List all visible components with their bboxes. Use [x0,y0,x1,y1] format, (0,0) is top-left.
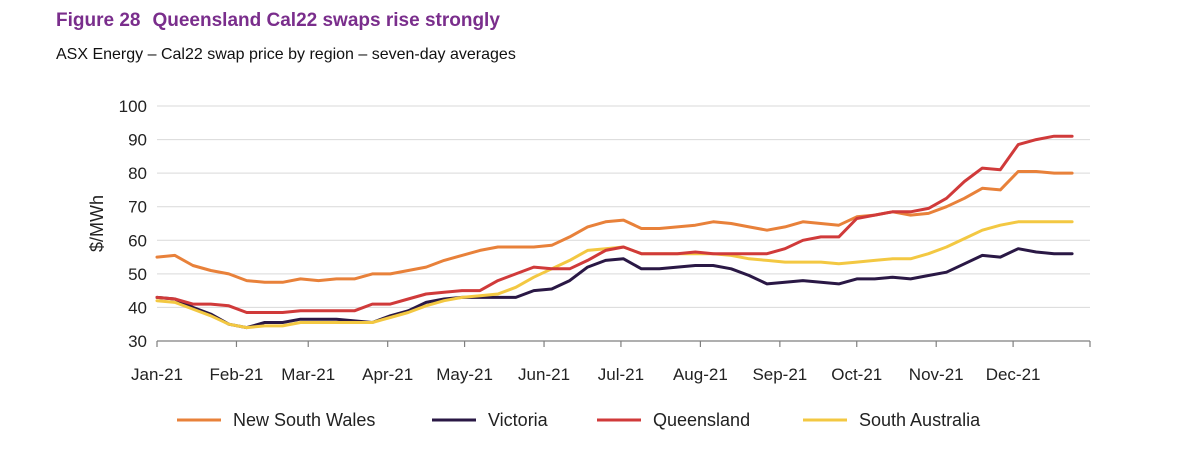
x-tick-label: May-21 [436,365,493,384]
x-tick-label: Feb-21 [210,365,264,384]
y-axis-label: $/MWh [87,195,107,252]
gridlines [157,105,1090,308]
legend: New South Wales Victoria Queensland South A… [177,410,981,430]
x-tick-label: Sep-21 [752,365,807,384]
y-tick-label: 90 [128,131,147,150]
legend-label-south-australia: South Australia [859,410,981,430]
series-lines [155,134,1074,330]
series-line-victoria [155,247,1074,330]
x-tick-label: Jun-21 [518,365,570,384]
x-tick-label: Mar-21 [281,365,335,384]
figure-title-text: Queensland Cal22 swaps rise strongly [152,10,500,31]
x-tick-label: Aug-21 [673,365,728,384]
y-tick-label: 40 [128,298,147,317]
figure-number: Figure 28 [56,10,141,31]
y-tick-label: 70 [128,198,147,217]
figure-title: Figure 28 Queensland Cal22 swaps rise str… [56,10,500,32]
x-tick-label: Nov-21 [909,365,964,384]
y-tick-label: 80 [128,164,147,183]
y-tick-label: 100 [119,97,147,116]
legend-label-new-south-wales: New South Wales [233,410,375,430]
y-tick-label: 60 [128,231,147,250]
figure-subtitle: ASX Energy – Cal22 swap price by region … [56,46,516,63]
legend-label-queensland: Queensland [653,410,750,430]
x-tick-label: Jul-21 [598,365,644,384]
y-axis-ticks: 30 40 50 60 70 80 90 100 [119,97,147,351]
legend-label-victoria: Victoria [488,410,549,430]
x-tick-label: Dec-21 [986,365,1041,384]
x-tick-label: Apr-21 [362,365,413,384]
x-tick-label: Oct-21 [831,365,882,384]
y-tick-label: 30 [128,332,147,351]
series-line-queensland [155,134,1074,314]
x-tick-label: Jan-21 [131,365,183,384]
series-line-new-south-wales [155,170,1074,284]
y-tick-label: 50 [128,265,147,284]
x-axis: Jan-21 Feb-21 Mar-21 Apr-21 May-21 Jun-21 Jul-… [131,340,1091,384]
